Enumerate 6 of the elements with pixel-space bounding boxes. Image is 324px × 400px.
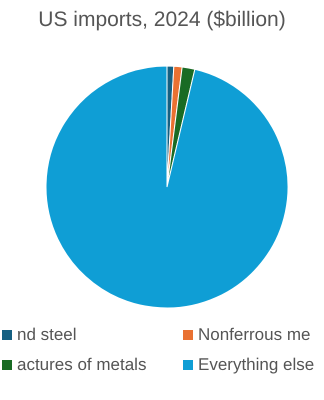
chart-title: US imports, 2024 ($billion) [37,8,287,32]
legend-label: actures of metals [17,355,146,375]
legend-label: nd steel [17,325,77,345]
legend-label: Everything else [198,355,314,375]
pie-slice [46,66,288,308]
legend-label: Nonferrous me [198,325,310,345]
